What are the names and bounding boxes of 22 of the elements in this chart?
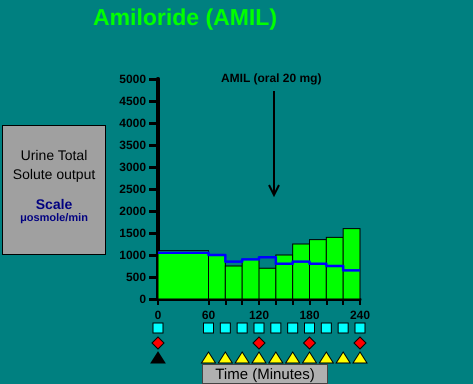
y-tick-label: 1500 xyxy=(119,226,146,240)
text: μosmole/min xyxy=(19,212,89,224)
y-tick-label: 2000 xyxy=(119,204,146,218)
x-tick-label: 120 xyxy=(248,308,270,322)
x-tick-label: 0 xyxy=(154,308,162,322)
annotation: AMIL (oral 20 mg) xyxy=(221,71,322,85)
y-axis-title: Urine Total Solute output xyxy=(12,146,96,184)
x-tick-label: 180 xyxy=(299,308,320,322)
x-tick-label: 240 xyxy=(350,308,370,322)
chart-title: Amiloride (AMIL) xyxy=(92,4,278,31)
x-tick-label: 60 xyxy=(202,308,216,322)
y-tick-label: 4500 xyxy=(119,94,146,108)
x-axis-title: Time (Minutes) xyxy=(202,364,328,384)
text: Scale xyxy=(34,196,74,212)
y-tick-label: 3000 xyxy=(119,160,146,174)
y-tick-label: 500 xyxy=(126,270,146,284)
y-tick-label: 3500 xyxy=(119,138,146,152)
y-tick-label: 5000 xyxy=(119,72,146,86)
y-tick-label: 4000 xyxy=(119,116,146,130)
y-tick-label: 2500 xyxy=(119,182,146,196)
y-tick-label: 0 xyxy=(139,292,146,306)
y-tick-label: 1000 xyxy=(119,248,146,262)
